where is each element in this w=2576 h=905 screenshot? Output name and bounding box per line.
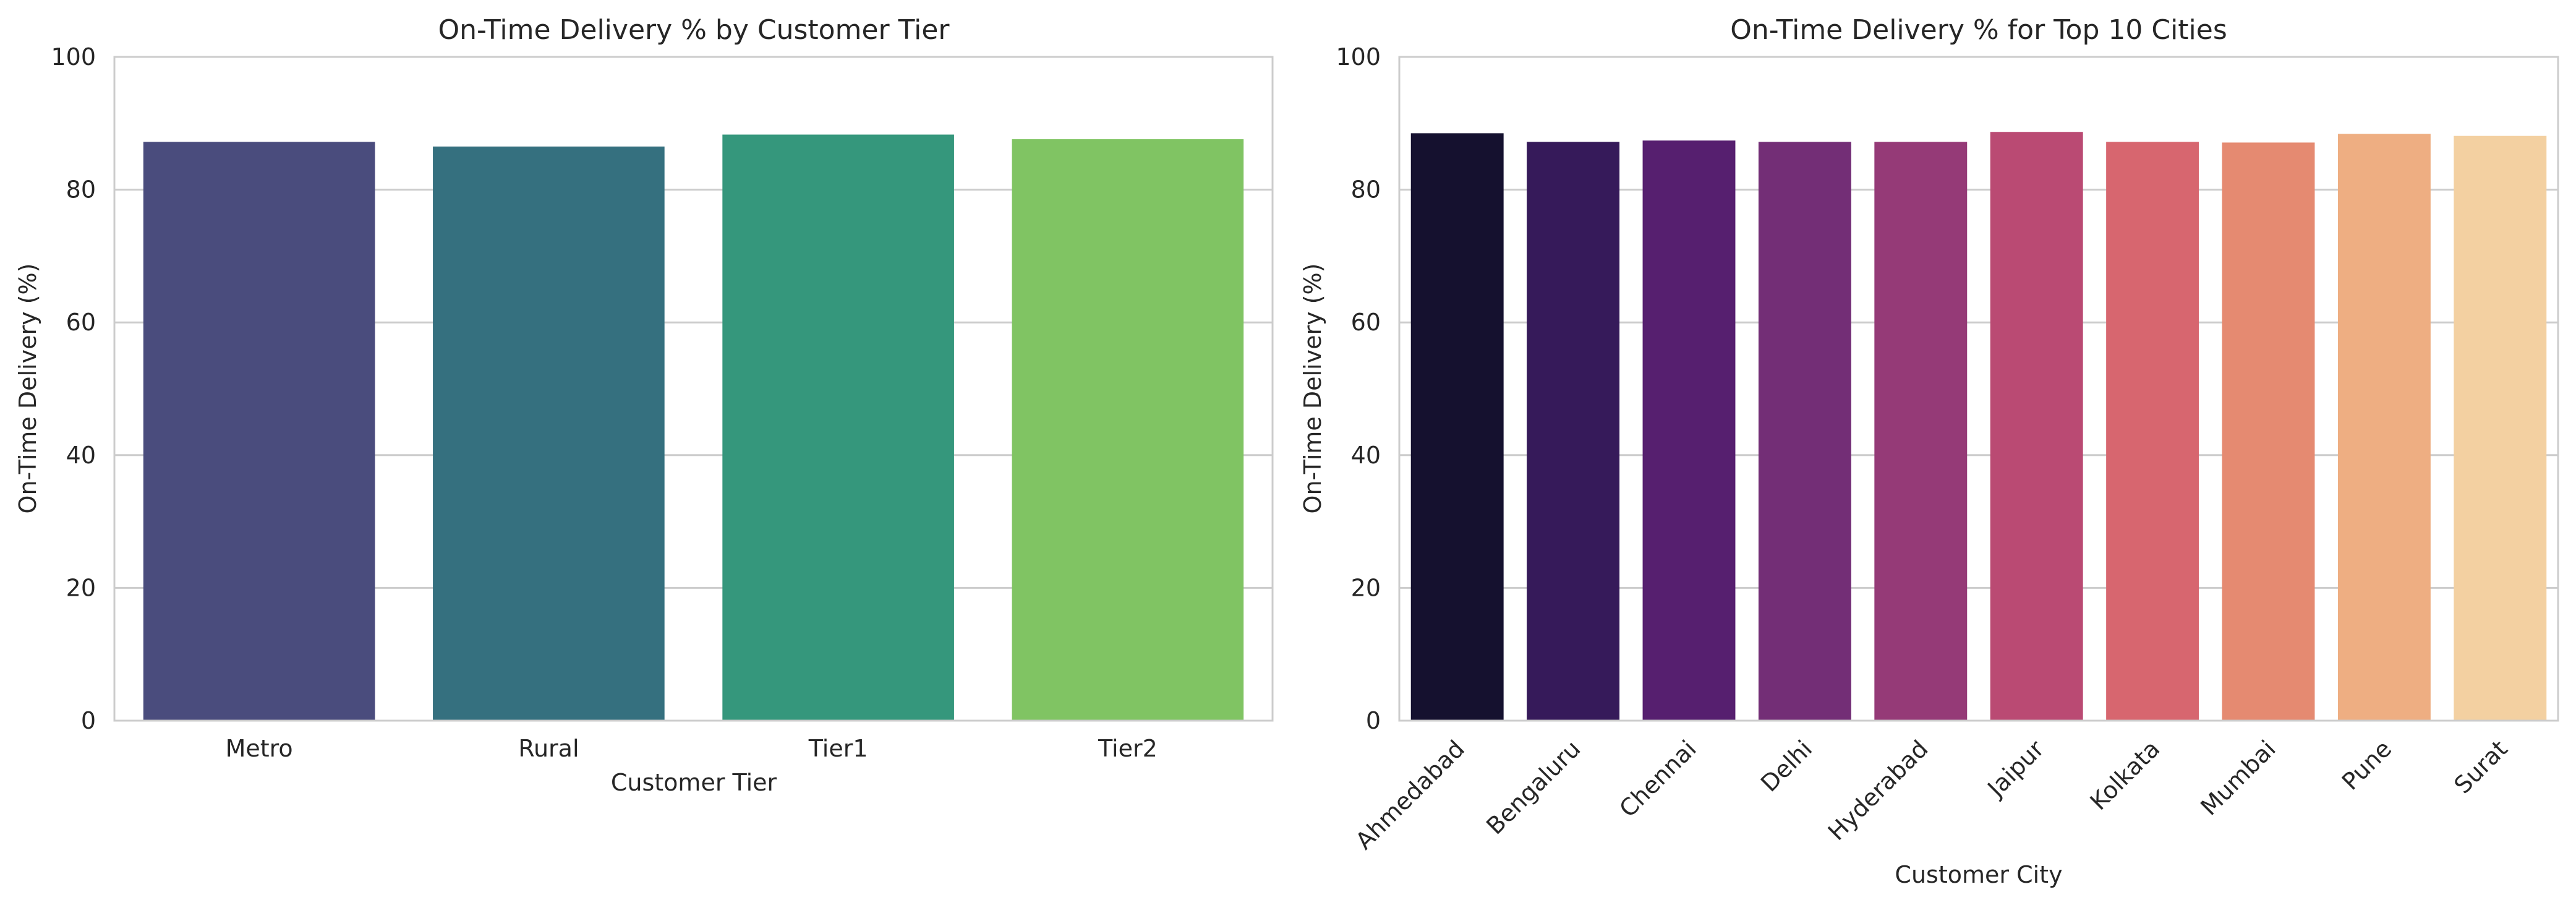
- x-tick-label: Chennai: [1614, 735, 1701, 822]
- plot-frame: [113, 56, 1274, 722]
- bar-kolkata: [2106, 142, 2199, 721]
- chart-tier: On-Time Delivery % by Customer Tier 0 20 4…: [14, 14, 1274, 796]
- y-tick-label: 40: [66, 442, 96, 469]
- bars: [143, 134, 1244, 721]
- chart-cities: On-Time Delivery % for Top 10 Cities 0 20…: [1299, 14, 2559, 888]
- y-tick-label: 0: [81, 707, 96, 734]
- bar-delhi: [1758, 142, 1851, 721]
- bar-tier2: [1012, 139, 1244, 721]
- x-tick-label: Tier2: [1098, 735, 1158, 762]
- bar-surat: [2454, 135, 2547, 721]
- bar-hyderabad: [1874, 142, 1968, 721]
- x-tick-label: Pune: [2337, 735, 2397, 795]
- bars: [1410, 132, 2547, 721]
- y-tick-label: 60: [66, 309, 96, 336]
- x-tick-labels: Metro Rural Tier1 Tier2: [226, 735, 1158, 762]
- x-tick-label: Ahmedabad: [1350, 735, 1470, 854]
- plot-frame: [1398, 56, 2559, 722]
- y-tick-label: 60: [1351, 309, 1381, 336]
- y-tick-label: 100: [51, 43, 96, 71]
- chart-title: On-Time Delivery % for Top 10 Cities: [1730, 14, 2227, 46]
- bar-metro: [143, 142, 375, 721]
- x-tick-label: Tier1: [808, 735, 868, 762]
- y-tick-labels: 0 20 40 60 80 100: [1336, 43, 1381, 734]
- chart-title: On-Time Delivery % by Customer Tier: [438, 14, 950, 46]
- y-tick-label: 20: [1351, 574, 1381, 601]
- x-tick-label: Bengaluru: [1481, 735, 1585, 839]
- x-tick-label: Jaipur: [1982, 735, 2050, 803]
- y-tick-labels: 0 20 40 60 80 100: [51, 43, 96, 734]
- bar-tier1: [722, 134, 954, 721]
- x-tick-label: Kolkata: [2085, 735, 2165, 815]
- y-tick-label: 80: [66, 176, 96, 204]
- x-tick-labels: Ahmedabad Bengaluru Chennai Delhi Hyderabad J…: [1350, 735, 2513, 855]
- x-axis-label: Customer Tier: [611, 769, 777, 796]
- bar-mumbai: [2222, 142, 2315, 721]
- bar-pune: [2337, 134, 2431, 721]
- bar-chennai: [1642, 140, 1736, 721]
- x-tick-label: Surat: [2449, 735, 2512, 799]
- y-tick-label: 80: [1351, 176, 1381, 204]
- bar-jaipur: [1990, 132, 2083, 721]
- y-tick-label: 20: [66, 574, 96, 601]
- x-tick-label: Metro: [226, 735, 293, 762]
- bar-ahmedabad: [1410, 133, 1504, 721]
- bar-bengaluru: [1527, 142, 1620, 721]
- y-axis-label: On-Time Delivery (%): [1299, 264, 1326, 514]
- y-tick-label: 40: [1351, 442, 1381, 469]
- y-axis-label: On-Time Delivery (%): [14, 264, 41, 514]
- x-tick-label: Mumbai: [2195, 735, 2280, 820]
- y-tick-label: 100: [1336, 43, 1381, 71]
- x-tick-label: Rural: [518, 735, 579, 762]
- bar-rural: [433, 146, 665, 721]
- x-tick-label: Delhi: [1755, 735, 1817, 797]
- x-tick-label: Hyderabad: [1823, 735, 1934, 846]
- x-axis-label: Customer City: [1895, 861, 2062, 888]
- y-tick-label: 0: [1366, 707, 1381, 734]
